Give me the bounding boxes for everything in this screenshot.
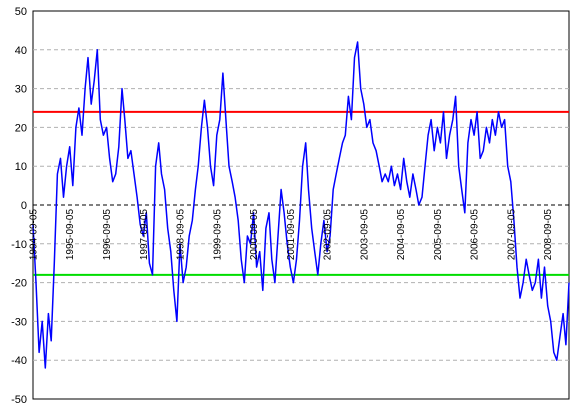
y-axis-ticks: 50 40 30 20 10 0 -10 -20 -30 -40 -50 [11,6,27,406]
series-line-0 [32,41,570,369]
y-tick-label: -40 [11,355,27,367]
y-tick-label: 10 [15,161,27,173]
series-layer [32,41,570,369]
x-tick-label: 2006-09-05 [470,209,481,261]
x-tick-label: 2003-09-05 [359,209,370,261]
y-tick-label: 20 [15,122,27,134]
x-tick-label: 2001-09-05 [286,209,297,261]
x-tick-label: 1999-09-05 [212,209,223,261]
y-tick-label: -30 [11,316,27,328]
x-tick-label: 2007-09-05 [506,209,517,261]
y-tick-label: 50 [15,6,27,18]
y-tick-label: 40 [15,45,27,57]
y-tick-label: 30 [15,84,27,96]
gridlines [33,49,569,361]
x-tick-label: 1997-09-05 [139,209,150,261]
x-tick-label: 2000-09-05 [249,209,260,261]
x-tick-label: 2008-09-05 [543,209,554,261]
x-tick-label: 2005-09-05 [433,209,444,261]
x-tick-label: 1996-09-05 [102,209,113,261]
x-tick-label: 2002-09-05 [323,209,334,261]
y-tick-label: 0 [21,200,27,212]
x-tick-label: 1998-09-05 [176,209,187,261]
x-tick-label: 1994-09-05 [29,209,40,261]
y-tick-label: -50 [11,394,27,406]
x-tick-label: 2004-09-05 [396,209,407,261]
y-tick-label: -10 [11,239,27,251]
x-axis-ticks: 1994-09-05 1995-09-05 1996-09-05 1997-09-05… [29,209,555,261]
y-tick-label: -20 [11,278,27,290]
x-tick-label: 1995-09-05 [65,209,76,261]
